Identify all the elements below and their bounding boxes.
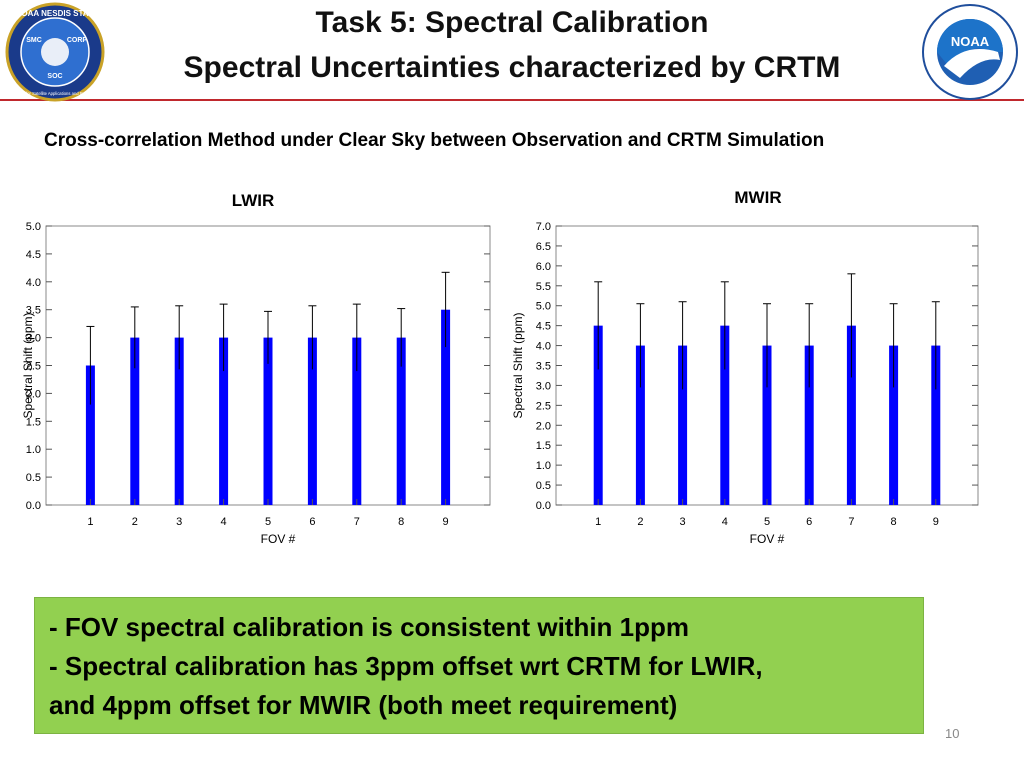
chart2-bar — [593, 325, 603, 505]
chart2-xtick-label: 3 — [680, 516, 686, 528]
chart2-ytick-label: 6.0 — [536, 261, 551, 273]
chart2-xlabel: FOV # — [750, 532, 785, 546]
chart2-ytick-label: 6.5 — [536, 241, 551, 253]
chart2-ytick-label: 0.5 — [536, 480, 551, 492]
logo-ring-bottom-text: Center for Satellite Applications and Re… — [12, 91, 98, 96]
chart1-xtick-label: 3 — [176, 516, 182, 528]
chart2-ytick-label: 4.5 — [536, 321, 551, 333]
logo-label-soc: SOC — [47, 73, 62, 80]
chart2-ytick-label: 2.5 — [536, 400, 551, 412]
chart2-ytick-label: 0.0 — [536, 500, 551, 512]
chart2-bar — [762, 345, 772, 505]
chart2-bar — [678, 345, 688, 505]
summary-line-1: - FOV spectral calibration is consistent… — [49, 612, 690, 642]
chart1-bar — [85, 365, 95, 505]
chart2-xtick-label: 5 — [764, 516, 770, 528]
chart1-ytick-label: 2.5 — [26, 361, 41, 373]
chart1-ytick-label: 4.0 — [26, 277, 41, 289]
chart2-bar — [804, 345, 814, 505]
chart1-ytick-label: 1.0 — [26, 444, 41, 456]
chart2-xtick-label: 4 — [722, 516, 728, 528]
chart1-bar — [441, 309, 451, 505]
slide-subtitle: Cross-correlation Method under Clear Sky… — [44, 130, 825, 151]
chart1-xtick-label: 1 — [87, 516, 93, 528]
chart2-xtick-label: 6 — [806, 516, 812, 528]
title-divider — [0, 99, 1024, 101]
chart1-ytick-label: 4.5 — [26, 249, 41, 261]
logo-label-smc: SMC — [26, 37, 42, 44]
noaa-logo-icon: NOAA — [920, 2, 1020, 102]
chart2-xtick-label: 2 — [637, 516, 643, 528]
chart2-ytick-label: 3.5 — [536, 361, 551, 373]
chart1-ytick-label: 3.0 — [26, 333, 41, 345]
chart2-ylabel: Spectral Shift (ppm) — [511, 312, 525, 418]
summary-box: - FOV spectral calibration is consistent… — [34, 597, 924, 734]
noaa-logo-text: NOAA — [951, 34, 990, 49]
chart2-bar — [720, 325, 730, 505]
chart1-bar — [174, 337, 184, 505]
chart1-xtick-label: 8 — [398, 516, 404, 528]
chart2-xtick-label: 9 — [933, 516, 939, 528]
chart2-ytick-label: 1.0 — [536, 460, 551, 472]
chart1-xtick-label: 5 — [265, 516, 271, 528]
summary-line-3: and 4ppm offset for MWIR (both meet requ… — [49, 690, 678, 720]
chart2-xtick-label: 1 — [595, 516, 601, 528]
chart1-bar — [396, 337, 406, 505]
chart1-bar — [130, 337, 140, 505]
chart2-bar — [931, 345, 941, 505]
chart1-ytick-label: 0.0 — [26, 500, 41, 512]
logo-ring-top-text: NOAA NESDIS STAR — [16, 9, 95, 18]
summary-line-2: - Spectral calibration has 3ppm offset w… — [49, 651, 763, 681]
chart2-xtick-label: 8 — [891, 516, 897, 528]
chart1-xlabel: FOV # — [261, 532, 296, 546]
chart2-bar — [889, 345, 899, 505]
chart1-ytick-label: 1.5 — [26, 416, 41, 428]
chart1-bar — [307, 337, 317, 505]
chart1-xtick-label: 2 — [132, 516, 138, 528]
chart1-title: LWIR — [232, 191, 275, 210]
chart1-bar — [263, 337, 273, 505]
chart1-xtick-label: 9 — [443, 516, 449, 528]
chart1-ytick-label: 2.0 — [26, 388, 41, 400]
chart1-xtick-label: 6 — [309, 516, 315, 528]
lwir-chart: LWIR 0.0 0.5 1.0 1.5 2.0 2.5 3.0 3.5 4.0 4.5 5.0 Spe… — [20, 185, 495, 560]
chart2-ytick-label: 5.5 — [536, 281, 551, 293]
page-number: 10 — [945, 726, 960, 741]
chart2-title: MWIR — [734, 188, 781, 207]
chart2-ytick-label: 1.5 — [536, 440, 551, 452]
chart2-bar — [635, 345, 645, 505]
logo-label-corp: CORP — [67, 37, 88, 44]
slide-title-line2: Spectral Uncertainties characterized by … — [183, 51, 841, 84]
chart2-xtick-label: 7 — [848, 516, 854, 528]
chart2-ytick-label: 4.0 — [536, 341, 551, 353]
chart1-ytick-label: 5.0 — [26, 221, 41, 233]
chart2-ytick-label: 3.0 — [536, 380, 551, 392]
chart1-ylabel: Spectral Shift (ppm) — [21, 312, 35, 418]
chart1-xtick-label: 4 — [221, 516, 227, 528]
chart1-ytick-label: 0.5 — [26, 472, 41, 484]
chart2-ytick-label: 5.0 — [536, 301, 551, 313]
chart1-bar — [352, 337, 362, 505]
noaa-nesdis-star-logo-icon: NOAA NESDIS STAR SMC CORP SOC Center for… — [2, 2, 108, 102]
slide-title-line1: Task 5: Spectral Calibration — [315, 6, 709, 39]
chart2-bar — [846, 325, 856, 505]
mwir-chart: MWIR 0.0 0.5 1.0 1.5 2.0 2.5 3.0 3.5 4.0 4.5 5.0 5.5… — [510, 185, 988, 560]
chart1-xtick-label: 7 — [354, 516, 360, 528]
chart1-ytick-label: 3.5 — [26, 305, 41, 317]
chart1-bar — [219, 337, 229, 505]
chart2-ytick-label: 2.0 — [536, 420, 551, 432]
chart2-ytick-label: 7.0 — [536, 221, 551, 233]
